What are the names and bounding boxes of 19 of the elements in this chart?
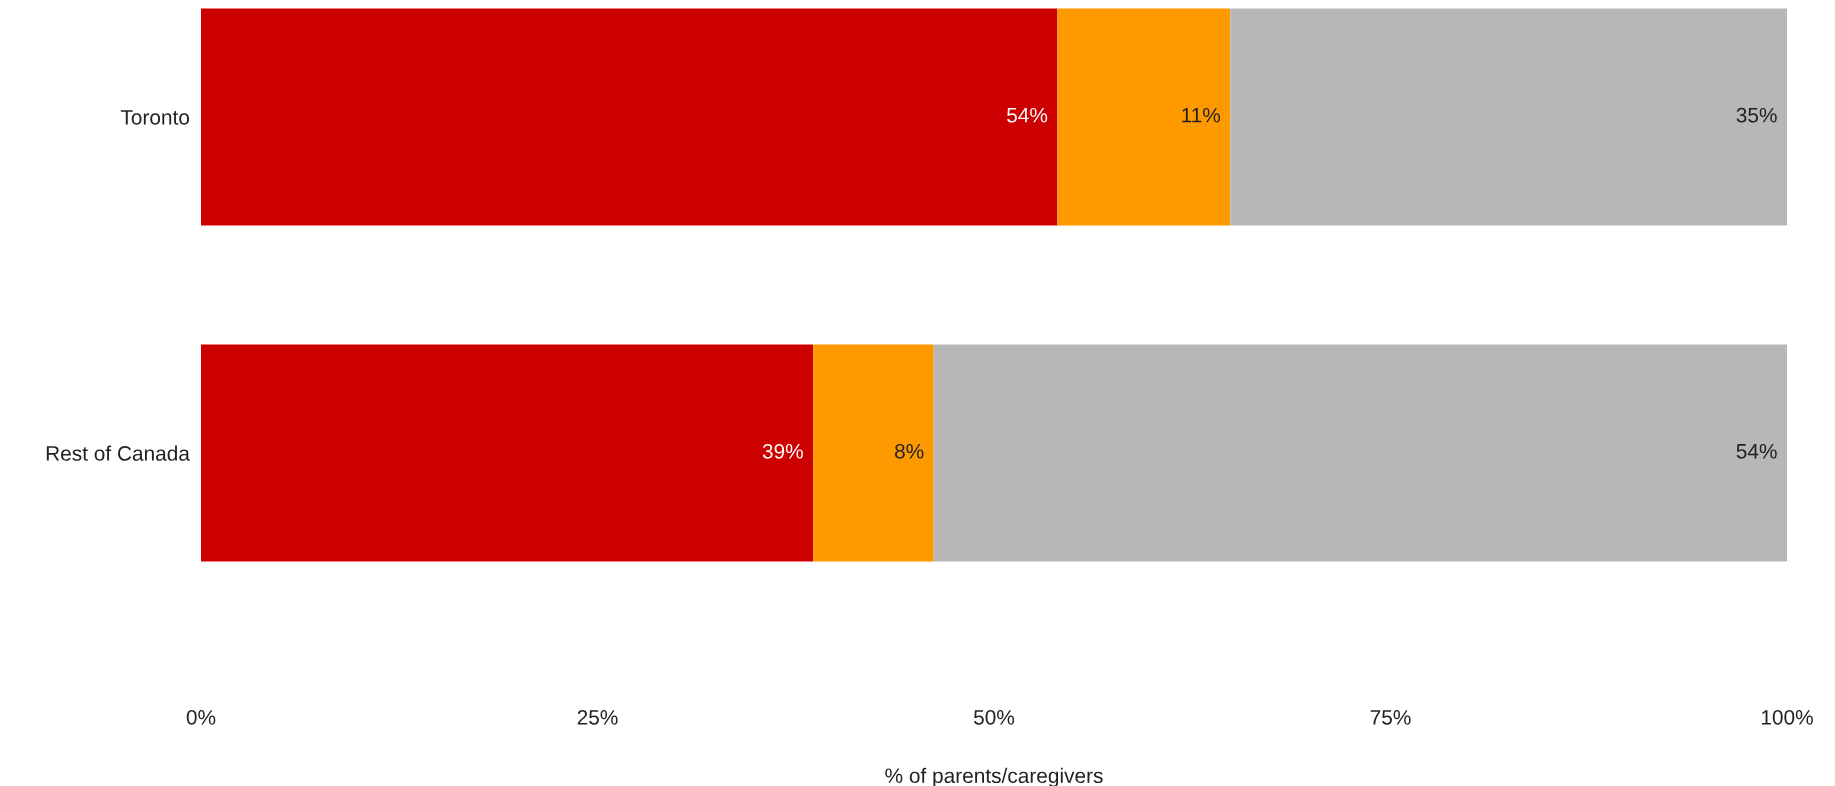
bar (813, 344, 934, 562)
bar (933, 344, 1787, 562)
x-tick-label: 100% (1761, 709, 1813, 725)
x-tick-label: 75% (1370, 710, 1411, 725)
data-label: 35% (1736, 107, 1777, 123)
y-tick-label: Toronto (120, 110, 190, 125)
bar (1057, 8, 1231, 226)
bar (1230, 8, 1787, 226)
x-tick-label: 25% (577, 709, 618, 725)
data-label: 11% (1182, 107, 1221, 123)
x-tick-label: 0% (186, 709, 216, 725)
data-label: 39% (762, 443, 803, 459)
bar (201, 8, 1058, 226)
x-tick-label: 50% (973, 709, 1015, 725)
bar (201, 344, 814, 562)
data-label: 8% (895, 443, 924, 459)
y-tick-label: Rest of Canada (46, 445, 190, 461)
data-label: 54% (1007, 107, 1048, 123)
data-label: 54% (1736, 443, 1777, 459)
